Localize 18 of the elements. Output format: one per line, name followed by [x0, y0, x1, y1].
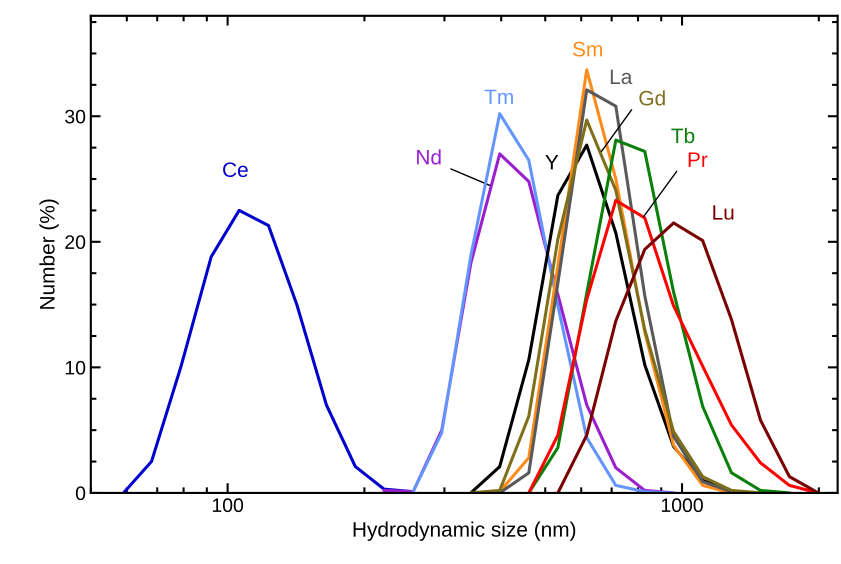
series-label: Tb: [671, 128, 694, 144]
y-tick-label: 20: [65, 235, 86, 250]
x-axis-title: Hydrodynamic size (nm): [354, 521, 576, 541]
x-tick-label: 1000: [662, 498, 703, 512]
series-label: La: [610, 70, 632, 84]
y-axis-title: Number (%): [39, 200, 59, 309]
text: Pr: [688, 152, 708, 167]
series-label: Y: [545, 155, 558, 170]
y-tick-label: 0: [76, 486, 86, 500]
x-tick-label: 100: [212, 498, 244, 512]
y-tick-label: 30: [65, 110, 86, 124]
text: Nd: [417, 149, 441, 165]
series-label: Sm: [573, 42, 602, 57]
series-label: Tm: [484, 90, 513, 104]
series-label: Ce: [223, 162, 248, 178]
text: Gd: [639, 90, 665, 106]
series-label: Lu: [713, 205, 734, 220]
y-tick-label: 10: [66, 360, 86, 375]
